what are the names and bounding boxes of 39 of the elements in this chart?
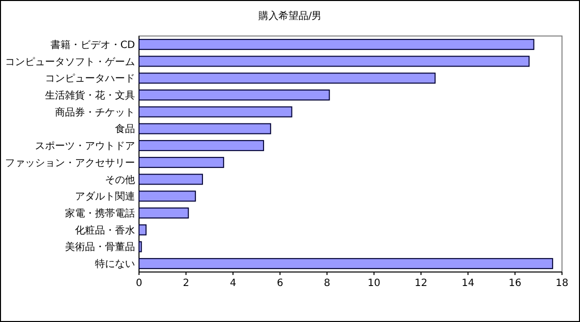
y-tick-label: アダルト関連 <box>75 190 135 203</box>
bar <box>138 90 330 100</box>
y-tick-label: その他 <box>105 174 135 186</box>
bar <box>138 72 436 84</box>
y-tick-label: ファッション・アクセサリー <box>5 158 135 169</box>
bar <box>138 123 272 134</box>
bar <box>138 208 189 218</box>
x-tick-label: 6 <box>276 278 284 289</box>
x-tick-label: 12 <box>414 278 428 289</box>
bar <box>138 224 147 236</box>
bar <box>138 258 554 270</box>
x-tick-label: 18 <box>556 278 568 289</box>
x-tick-label: 16 <box>508 278 522 289</box>
chart-title: 購入希望品/男 <box>258 10 322 22</box>
x-tick-label: 14 <box>462 278 474 289</box>
bar <box>138 106 292 118</box>
bar <box>138 156 224 168</box>
y-tick-label: 食品 <box>115 123 135 136</box>
y-tick-label: 商品券・チケット <box>55 106 135 118</box>
y-tick-label: 生活雑貨・花・文具 <box>45 90 135 102</box>
bar <box>138 38 534 50</box>
y-tick-label: コンピュータソフト・ゲーム <box>5 56 135 68</box>
x-tick-label: 4 <box>230 278 236 289</box>
bar <box>138 190 196 202</box>
y-tick-label: コンピュータハード <box>45 74 135 85</box>
bar <box>138 174 203 185</box>
y-tick-label: 美術品・骨董品 <box>65 241 135 254</box>
x-tick-label: 0 <box>136 278 142 289</box>
y-tick-label: 家電・携帯電話 <box>65 208 135 220</box>
y-tick-label: スポーツ・アウトドア <box>35 141 135 152</box>
bar <box>138 56 530 67</box>
bar <box>138 140 264 152</box>
y-tick-label: 特にない <box>95 258 135 270</box>
x-tick-label: 2 <box>182 278 190 289</box>
x-tick-label: 8 <box>324 278 330 289</box>
bar <box>138 241 142 252</box>
y-tick-label: 書籍・ビデオ・CD <box>50 38 136 51</box>
x-tick-label: 10 <box>368 278 380 289</box>
y-tick-label: 化粧品・香水 <box>75 224 135 236</box>
